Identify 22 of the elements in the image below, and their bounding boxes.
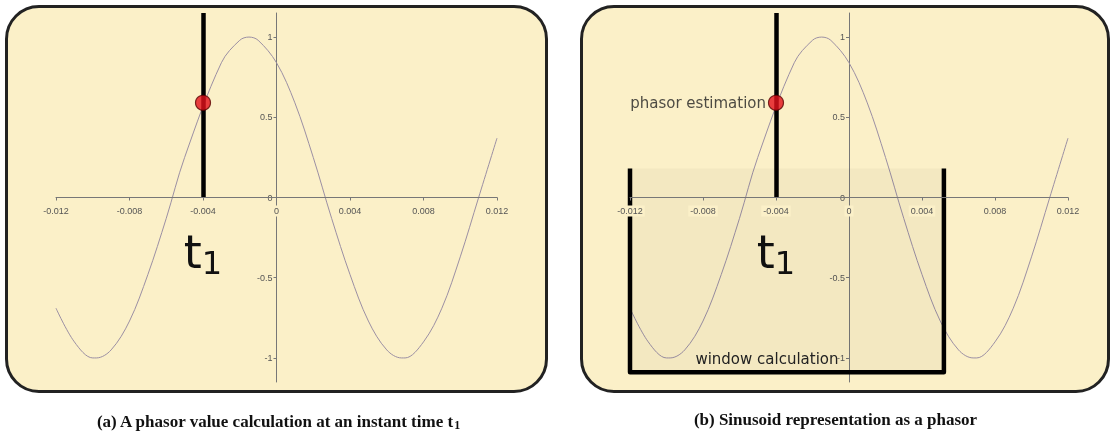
y-tick-label: -0.5 [256,272,273,283]
annotation: phasor estimation [630,93,766,112]
x-tick-label: -0.012 [43,206,69,216]
x-tick-label: -0.008 [116,206,143,216]
x-tick-label: 0.012 [485,206,509,216]
text: (b) Sinusoid representation as a phasor [693,410,978,429]
x-tick-label: -0.012 [617,206,643,216]
y-tick-label: 1 [839,32,845,43]
x-tick-label: -0.004 [190,206,216,216]
y-tick-label: 1 [267,32,273,43]
x-tick-label: -0.008 [690,206,716,216]
x-tick-label: 0.004 [910,206,934,216]
y-tick-label: 0.5 [832,112,845,123]
x-tick-label: 0 [846,206,852,216]
x-tick-label: 0.008 [412,206,435,216]
x-tick-label: -0.004 [763,206,789,216]
x-tick-label: 0.008 [983,206,1007,216]
y-tick-label: -1 [264,352,273,363]
x-tick-label: 0.004 [338,206,362,216]
y-tick-label: 0.5 [259,112,273,123]
x-tick-label: 0.012 [1056,206,1080,216]
y-tick-label: -0.5 [829,272,845,283]
